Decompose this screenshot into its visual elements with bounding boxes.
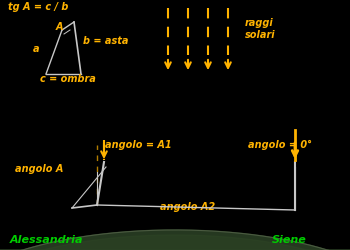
Text: Alessandria: Alessandria bbox=[10, 235, 84, 245]
Text: tg A = c / b: tg A = c / b bbox=[8, 2, 68, 12]
Text: Siene: Siene bbox=[272, 235, 307, 245]
Text: angolo = 0°: angolo = 0° bbox=[248, 140, 312, 150]
Text: angolo A2: angolo A2 bbox=[160, 202, 215, 212]
Text: b = asta: b = asta bbox=[83, 36, 128, 46]
Text: angolo A: angolo A bbox=[15, 164, 63, 174]
Text: angolo = A1: angolo = A1 bbox=[105, 140, 172, 150]
Text: A: A bbox=[56, 22, 63, 32]
Text: a: a bbox=[33, 44, 40, 54]
Text: raggi
solari: raggi solari bbox=[245, 18, 276, 40]
Polygon shape bbox=[0, 230, 350, 250]
Text: c = ombra: c = ombra bbox=[40, 74, 96, 84]
